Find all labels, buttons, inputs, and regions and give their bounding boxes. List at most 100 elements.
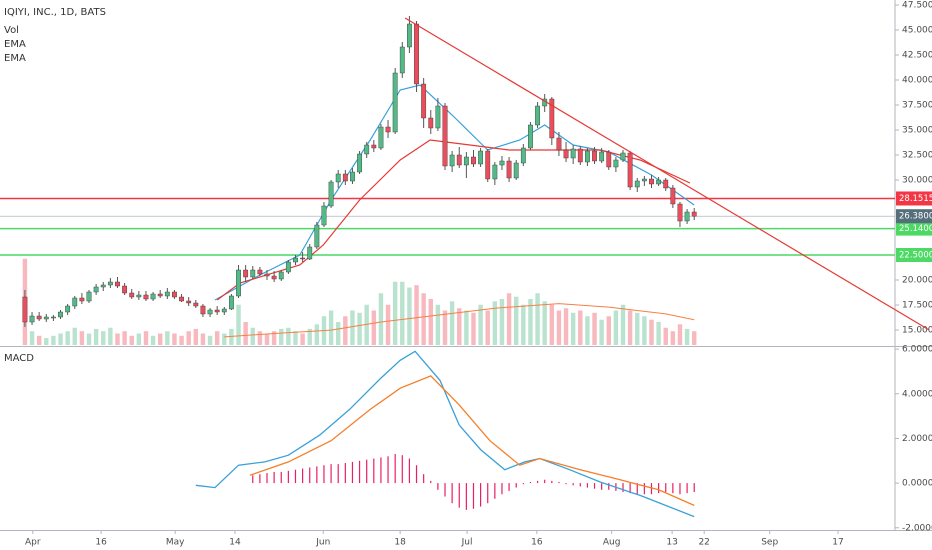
level-label: 22.5000	[899, 251, 932, 261]
candle-body	[513, 162, 519, 179]
candle-body	[314, 224, 320, 248]
x-tick-label: 17	[832, 538, 843, 548]
candle-body	[300, 257, 306, 260]
volume-bar	[563, 308, 569, 345]
volume-bar	[172, 333, 177, 345]
candle-body	[399, 46, 405, 74]
level-label-box	[896, 221, 932, 236]
candle-body	[179, 296, 184, 302]
volume-bar	[592, 312, 597, 345]
level-label-box	[896, 248, 932, 262]
candle-body	[691, 211, 697, 217]
level-label: 25.1400	[899, 224, 932, 234]
volume-bar	[506, 293, 512, 345]
y-tick-label: 6.0000	[902, 345, 932, 355]
candle-body	[414, 23, 419, 85]
volume-bar	[400, 281, 405, 345]
volume-bar	[528, 299, 533, 345]
trendline	[404, 17, 930, 331]
candle-body	[641, 178, 647, 182]
candle-body	[257, 269, 263, 275]
volume-bar	[421, 293, 426, 345]
volume-bar	[635, 312, 640, 345]
candle-body	[421, 83, 427, 119]
volume-bar	[29, 331, 35, 345]
volume-bar	[222, 333, 227, 345]
candle-body	[599, 151, 605, 162]
volume-bar	[343, 316, 348, 345]
volume-bar	[684, 328, 690, 345]
indicator-label: EMA	[4, 53, 26, 64]
y-tick-label: 20.0000	[902, 276, 932, 286]
last-price-label: 26.3800	[899, 212, 932, 222]
y-tick-label: 2.0000	[902, 434, 932, 444]
level-label: 28.1515	[899, 194, 932, 204]
candle-body	[307, 246, 313, 260]
volume-bar	[442, 310, 448, 345]
volume-bar	[335, 322, 341, 345]
x-tick-label: 13	[666, 538, 677, 548]
candle-body	[22, 296, 28, 323]
candle-body	[627, 152, 633, 188]
indicator-label: Vol	[4, 25, 19, 36]
volume-bar	[556, 310, 562, 345]
candle-body	[172, 291, 177, 298]
volume-bar	[200, 333, 206, 345]
candle-body	[549, 98, 555, 139]
volume-bar	[179, 335, 184, 345]
candle-body	[271, 275, 277, 280]
volume-bar	[449, 301, 455, 345]
candle-body	[435, 105, 441, 129]
volume-bar	[663, 327, 668, 345]
volume-bar	[642, 316, 647, 345]
candle-body	[442, 105, 448, 167]
candle-body	[663, 179, 669, 189]
candle-body	[50, 316, 56, 319]
volume-bar	[392, 281, 398, 345]
candle-body	[506, 160, 512, 179]
candle-body	[499, 160, 505, 166]
volume-bar	[193, 328, 199, 345]
volume-bar	[471, 312, 476, 345]
candle-body	[321, 205, 327, 226]
candle-body	[79, 297, 85, 302]
candle-body	[670, 187, 676, 205]
volume-bar	[165, 331, 170, 345]
volume-bar	[649, 319, 654, 345]
volume-bar	[36, 335, 42, 345]
volume-bar	[521, 304, 526, 345]
candle-body	[228, 295, 234, 310]
y-tick-label: 37.5000	[902, 101, 932, 111]
candle-body	[585, 150, 590, 163]
candle-body	[371, 144, 377, 149]
volume-bar	[585, 316, 590, 345]
candle-body	[463, 156, 469, 166]
y-tick-label: 0.0000	[902, 479, 932, 489]
volume-bar	[143, 331, 149, 345]
x-tick-label: 18	[394, 538, 406, 548]
candle-body	[613, 159, 619, 168]
candle-body	[485, 150, 491, 180]
candle-body	[65, 305, 71, 313]
candle-body	[186, 300, 192, 304]
candle-body	[200, 305, 206, 315]
candle-body	[385, 126, 391, 133]
candle-body	[250, 269, 256, 278]
volume-bar	[627, 310, 633, 345]
y-tick-label: 15.0000	[902, 326, 932, 336]
candle-body	[428, 117, 434, 129]
y-tick-label: 40.0000	[902, 76, 932, 86]
volume-bar	[514, 296, 519, 345]
candle-body	[43, 316, 49, 320]
volume-bar	[350, 310, 355, 345]
candle-body	[157, 293, 163, 297]
x-tick-label: 16	[95, 538, 107, 548]
volume-bar	[371, 310, 377, 345]
candle-body	[93, 286, 99, 293]
volume-bar	[570, 312, 576, 345]
candle-body	[328, 181, 334, 207]
volume-bar	[578, 310, 583, 345]
volume-bar	[457, 308, 462, 345]
candle-body	[221, 308, 227, 313]
